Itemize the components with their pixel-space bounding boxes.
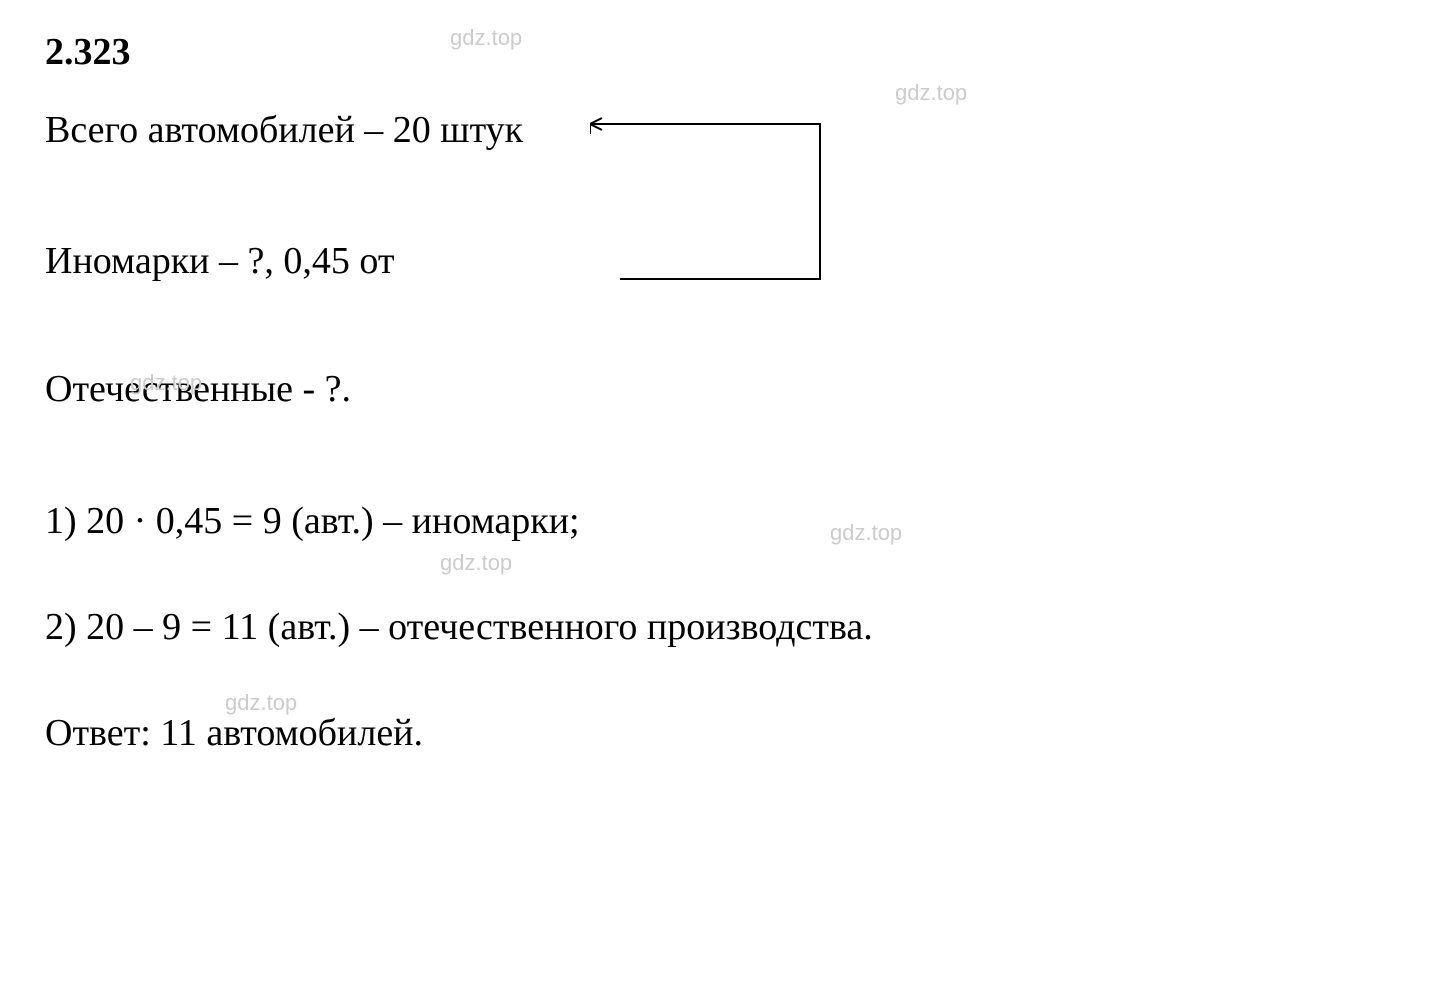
watermark-2: gdz.top xyxy=(895,80,967,106)
problem-number: 2.323 xyxy=(45,30,1397,74)
solution-step-2: 2) 20 – 9 = 11 (авт.) – отечественного п… xyxy=(45,601,1397,654)
solution-step-1: 1) 20 · 0,45 = 9 (авт.) – иномарки; xyxy=(45,495,1397,548)
condition-block: Всего автомобилей – 20 штук Иномарки – ?… xyxy=(45,104,1397,288)
bracket-arrow-icon xyxy=(590,114,870,294)
answer-line: Ответ: 11 автомобилей. xyxy=(45,707,1397,760)
condition-line-3: Отечественные - ?. xyxy=(45,363,1397,416)
